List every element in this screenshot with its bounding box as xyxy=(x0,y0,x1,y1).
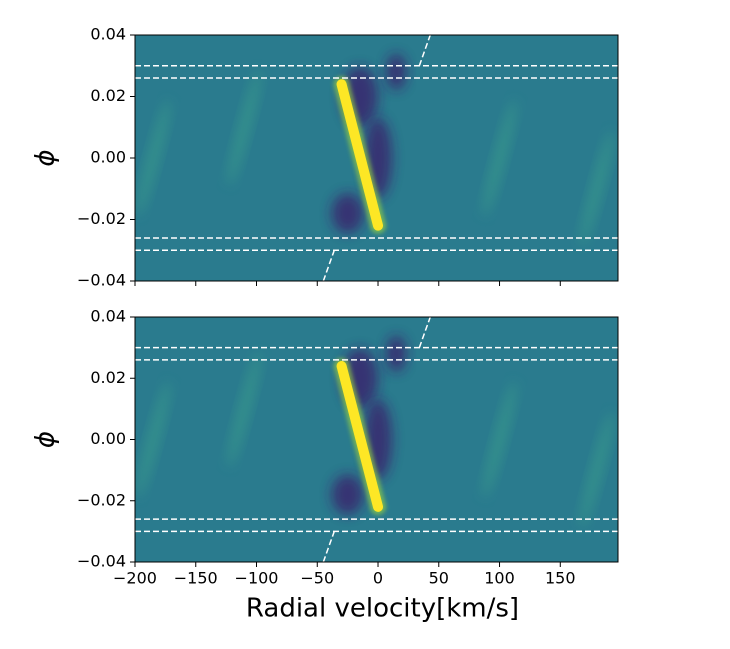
x-tick-label: 100 xyxy=(484,569,515,588)
y-tick-label: −0.02 xyxy=(77,490,126,509)
y-tick-label: 0.00 xyxy=(90,148,126,167)
dark-patch xyxy=(331,474,364,515)
y-axis-label: ϕ xyxy=(31,431,61,448)
light-patch xyxy=(580,412,614,529)
x-tick-label: 150 xyxy=(545,569,576,588)
dashed-trail xyxy=(418,317,431,348)
x-tick-label: −150 xyxy=(174,569,218,588)
y-tick-label: 0.02 xyxy=(90,86,126,105)
light-patch xyxy=(227,350,261,467)
light-patch xyxy=(227,69,261,186)
x-tick-label: 0 xyxy=(373,569,383,588)
y-tick-label: −0.02 xyxy=(77,209,126,228)
x-axis-label: Radial velocity[km/s] xyxy=(246,594,519,624)
y-tick-label: −0.04 xyxy=(77,552,126,571)
y-tick-label: 0.04 xyxy=(90,307,126,326)
y-axis-label: ϕ xyxy=(31,149,61,166)
dashed-trail xyxy=(418,35,431,67)
streak xyxy=(336,361,384,512)
x-tick-label: 50 xyxy=(429,569,449,588)
dashed-trail xyxy=(322,249,335,281)
x-tick-label: −100 xyxy=(235,569,279,588)
y-tick-label: 0.04 xyxy=(90,25,126,44)
x-tick-label: −50 xyxy=(300,569,334,588)
y-tick-label: 0.00 xyxy=(90,429,126,448)
plot-area xyxy=(135,35,618,281)
y-tick-label: −0.04 xyxy=(77,271,126,290)
dark-patch xyxy=(386,53,407,90)
plot-area xyxy=(135,317,618,562)
x-tick-label: −200 xyxy=(113,569,157,588)
dark-patch xyxy=(331,193,364,234)
streak xyxy=(336,79,384,231)
dark-patch xyxy=(386,335,407,372)
light-patch xyxy=(136,381,170,498)
dashed-trail xyxy=(322,531,335,562)
light-patch xyxy=(482,100,517,216)
y-tick-label: 0.02 xyxy=(90,368,126,387)
light-patch xyxy=(136,100,170,216)
light-patch xyxy=(580,130,614,247)
light-patch xyxy=(482,381,517,498)
